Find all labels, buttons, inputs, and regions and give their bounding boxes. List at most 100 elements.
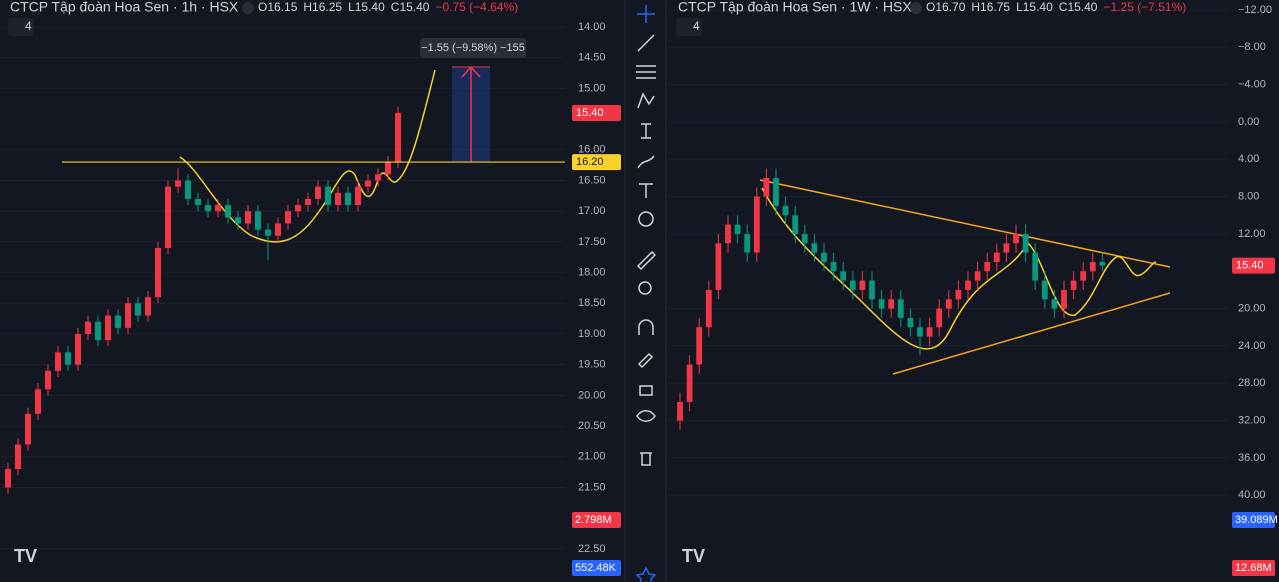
ohlc-value: −1.25 (−7.51%) [1103, 0, 1186, 14]
ohlc-value: −0.75 (−4.64%) [435, 0, 518, 14]
candle-body [965, 280, 971, 290]
trendline [759, 179, 1171, 268]
indicators-count: 4 [693, 19, 700, 33]
y-tick-label: 21.00 [578, 451, 606, 463]
y-tick-label: 21.50 [578, 481, 606, 493]
ohlc-value: C15.40 [391, 0, 430, 14]
volume-badge-label: 2.798M [575, 514, 612, 526]
y-tick-label: 8.00 [1238, 191, 1259, 203]
candle-body [955, 289, 962, 300]
symbol-title: CTCP Tập đoàn Hoa Sen · 1h · HSX [10, 0, 239, 15]
candle-body [782, 205, 789, 216]
candle-body [315, 186, 321, 199]
candle-body [1022, 233, 1029, 253]
price-badge [572, 154, 621, 171]
candle-body [734, 224, 741, 234]
delete-tool[interactable] [640, 452, 652, 466]
candle-body [1070, 280, 1077, 290]
pattern-tool[interactable] [637, 92, 655, 109]
y-tick-label: 40.00 [1238, 489, 1266, 501]
candle-body [265, 229, 271, 236]
measure-label-bg [420, 38, 526, 58]
volume-badge-label: 552.48K [575, 562, 617, 574]
y-tick-label: 16.00 [578, 144, 606, 156]
price-badge-label: 15.40 [576, 107, 604, 119]
y-tick-label: 4.00 [1238, 153, 1259, 165]
volume-badge-label: 12.68M [1235, 562, 1272, 574]
candle-body [773, 177, 779, 206]
candle-body [155, 248, 161, 298]
y-tick-label: 28.00 [1238, 377, 1266, 389]
candle-body [945, 299, 952, 309]
candle-body [725, 224, 731, 244]
candle-body [235, 217, 241, 224]
candle-body [849, 280, 856, 290]
candle-body [888, 299, 895, 309]
y-tick-label: 14.00 [578, 21, 606, 33]
candle-body [345, 192, 351, 206]
candle-body [245, 211, 251, 224]
price-badge [572, 104, 621, 121]
candle-body [205, 205, 211, 212]
candle-body [145, 297, 151, 316]
zoom-tool[interactable] [638, 281, 652, 295]
crosshair-tool[interactable] [637, 5, 655, 23]
candle-body [907, 317, 914, 328]
lock-tool[interactable] [639, 385, 653, 396]
candle-body [5, 469, 11, 488]
price-badge-label: 15.40 [1236, 260, 1264, 272]
candle-body [1080, 271, 1087, 281]
candle-body [715, 243, 722, 290]
y-tick-label: −12.00 [1238, 4, 1272, 16]
candle-body [395, 112, 401, 163]
candle-body [686, 364, 693, 402]
candle-body [1032, 252, 1039, 281]
candle-body [65, 352, 71, 365]
candle-body [1003, 243, 1010, 253]
indicators-toggle[interactable] [8, 18, 34, 36]
candle-body [744, 233, 751, 253]
projection-tool[interactable] [641, 123, 651, 139]
trendline [892, 292, 1171, 375]
candle-body [830, 261, 837, 272]
candle-body [801, 233, 808, 244]
indicators-toggle[interactable] [676, 18, 702, 36]
ohlc-value: L15.40 [1016, 0, 1053, 14]
magnet-tool[interactable] [638, 319, 654, 335]
candle-body [878, 299, 885, 309]
candle-body [984, 261, 991, 272]
price-badge [1232, 257, 1275, 274]
candle-body [753, 196, 760, 253]
candle-body [705, 289, 712, 328]
text-tool[interactable] [639, 183, 653, 198]
fib-tool[interactable] [636, 65, 656, 79]
y-tick-label: 20.00 [578, 389, 606, 401]
candle-body [1041, 280, 1048, 300]
ruler-tool[interactable] [636, 250, 657, 271]
brush-tool[interactable] [637, 155, 655, 169]
trendline-tool[interactable] [637, 34, 655, 52]
y-tick-label: 14.50 [578, 52, 606, 64]
y-tick-label: 12.00 [1238, 228, 1266, 240]
candle-body [375, 174, 381, 181]
visibility-tool[interactable] [636, 410, 656, 422]
lock-drawing-tool[interactable] [637, 352, 654, 369]
indicators-count: 4 [25, 19, 32, 33]
candle-body [936, 308, 943, 328]
favorites-tool[interactable] [635, 566, 657, 582]
volume-badge-label: 39.089M [1235, 514, 1278, 526]
candle-body [1099, 261, 1106, 266]
toolbar [635, 5, 657, 582]
candle-body [95, 321, 101, 341]
candle-body [105, 315, 111, 341]
ohlc-value: C15.40 [1059, 0, 1098, 14]
candle-body [25, 413, 31, 445]
candle-body [275, 223, 281, 236]
y-tick-label: 17.00 [578, 205, 606, 217]
candle-body [897, 299, 904, 318]
candle-body [165, 186, 171, 249]
emoji-tool[interactable] [638, 211, 654, 227]
ohlc-value: L15.40 [348, 0, 385, 14]
candle-body [195, 198, 201, 206]
